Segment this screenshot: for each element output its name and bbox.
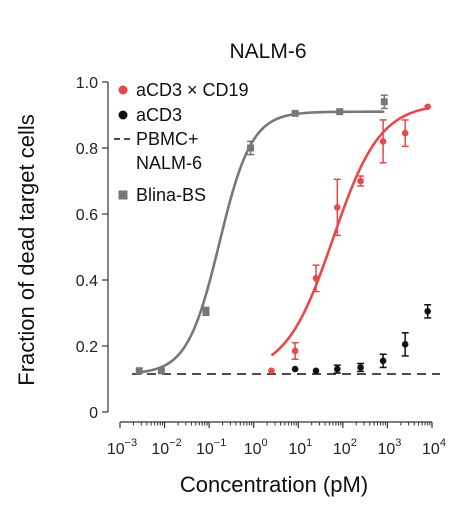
data-point-acd3-cd19 — [379, 138, 387, 145]
y-tick-label: 0 — [89, 405, 98, 422]
y-tick-label: 0.6 — [76, 207, 98, 224]
x-tick-label: 103 — [377, 437, 401, 458]
legend-label-acd3: aCD3 — [136, 105, 182, 125]
legend: aCD3 × CD19 aCD3 PBMC+ NALM-6 Blina-BS — [114, 80, 249, 205]
legend-label-pbmc-line1: PBMC+ — [136, 129, 199, 149]
x-tick-label: 102 — [333, 437, 357, 458]
y-axis-label: Fraction of dead target cells — [14, 114, 39, 385]
data-point-acd3-cd19 — [291, 347, 299, 355]
x-tick-label: 10−2 — [151, 437, 181, 458]
x-tick-label: 104 — [422, 437, 446, 458]
data-point-acd3-cd19 — [268, 367, 275, 375]
data-point-acd3 — [379, 357, 387, 365]
legend-label-blina-bs: Blina-BS — [136, 185, 206, 205]
data-point-acd3 — [424, 308, 431, 315]
fit-curve-blina-bs — [139, 110, 385, 374]
legend-label-pbmc-line2: NALM-6 — [136, 153, 202, 173]
y-tick-label: 1.0 — [76, 75, 98, 92]
chart-title: NALM-6 — [229, 40, 306, 63]
x-tick-label: 100 — [244, 437, 268, 458]
legend-marker-acd3 — [118, 110, 128, 120]
axes: 0 0.2 0.4 0.6 0.8 1.0 10−3 10−2 10−1 100 101 102 103… — [76, 75, 446, 458]
x-tick-label: 101 — [288, 437, 312, 458]
data-point-blina-bs — [202, 307, 210, 315]
x-axis-label: Concentration (pM) — [180, 472, 368, 497]
x-tick-label: 10−3 — [107, 437, 137, 458]
data-point-acd3-cd19 — [312, 275, 320, 282]
data-marks — [135, 94, 432, 375]
data-point-blina-bs — [247, 144, 255, 152]
data-point-acd3-cd19 — [333, 204, 341, 211]
data-point-acd3 — [357, 364, 364, 371]
data-point-blina-bs — [380, 98, 388, 106]
data-point-acd3-cd19 — [357, 177, 364, 185]
data-point-blina-bs — [336, 108, 344, 116]
y-tick-label: 0.8 — [76, 141, 98, 158]
data-point-acd3-cd19 — [424, 103, 431, 111]
data-point-acd3 — [333, 365, 341, 373]
data-point-blina-bs — [135, 367, 143, 375]
data-point-acd3 — [291, 365, 299, 373]
legend-marker-acd3-cd19 — [118, 85, 128, 95]
y-tick-label: 0.4 — [76, 273, 98, 290]
data-point-acd3 — [401, 341, 409, 348]
fit-curve-acd3-cd19 — [270, 106, 428, 357]
legend-marker-blina-bs — [118, 190, 128, 200]
fit-curves — [132, 106, 440, 375]
legend-label-acd3-cd19: aCD3 × CD19 — [136, 80, 249, 100]
x-tick-label: 10−1 — [196, 437, 226, 458]
data-point-blina-bs — [291, 109, 299, 117]
data-point-acd3-cd19 — [401, 129, 409, 137]
data-point-acd3 — [312, 367, 320, 375]
data-point-blina-bs — [157, 367, 165, 375]
y-tick-label: 0.2 — [76, 339, 98, 356]
